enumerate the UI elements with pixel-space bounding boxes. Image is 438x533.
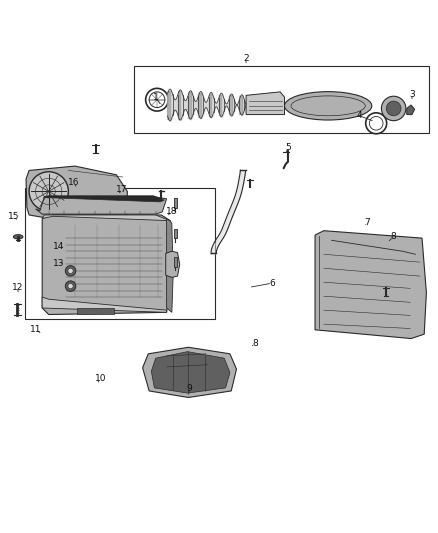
Circle shape: [381, 96, 406, 120]
Polygon shape: [315, 231, 426, 338]
Text: 15: 15: [8, 212, 20, 221]
Bar: [134, 66, 428, 133]
Polygon shape: [166, 220, 173, 312]
Polygon shape: [143, 348, 237, 398]
Polygon shape: [173, 198, 177, 207]
Ellipse shape: [285, 92, 372, 120]
Polygon shape: [407, 105, 415, 115]
Polygon shape: [173, 229, 177, 238]
Polygon shape: [42, 215, 172, 314]
Text: 6: 6: [269, 279, 275, 288]
Text: 4: 4: [357, 111, 362, 120]
Circle shape: [65, 281, 76, 292]
Circle shape: [386, 101, 401, 116]
Polygon shape: [151, 352, 230, 393]
Circle shape: [68, 284, 73, 289]
Polygon shape: [42, 215, 170, 221]
Text: 5: 5: [285, 143, 291, 152]
Text: 17: 17: [117, 185, 128, 194]
Circle shape: [68, 268, 73, 273]
Text: 8: 8: [252, 339, 258, 348]
Polygon shape: [42, 297, 166, 312]
Text: 16: 16: [68, 178, 80, 187]
Text: 8: 8: [391, 232, 396, 241]
Polygon shape: [166, 251, 180, 277]
Text: 14: 14: [53, 243, 64, 252]
Text: 7: 7: [364, 219, 370, 228]
Text: 11: 11: [30, 325, 41, 334]
Polygon shape: [77, 308, 114, 313]
Text: 9: 9: [187, 384, 192, 393]
Circle shape: [29, 172, 68, 211]
Circle shape: [65, 265, 76, 276]
Text: 3: 3: [409, 90, 415, 99]
Text: 10: 10: [95, 374, 106, 383]
Text: 1: 1: [153, 93, 159, 102]
Polygon shape: [26, 166, 127, 224]
Ellipse shape: [13, 235, 23, 239]
Text: 13: 13: [53, 259, 64, 268]
Text: 12: 12: [11, 283, 23, 292]
Polygon shape: [246, 92, 285, 115]
Polygon shape: [173, 257, 177, 266]
Polygon shape: [43, 196, 164, 202]
Text: 18: 18: [166, 207, 177, 216]
Text: 2: 2: [243, 54, 249, 63]
Polygon shape: [35, 197, 166, 214]
Bar: [25, 188, 215, 319]
